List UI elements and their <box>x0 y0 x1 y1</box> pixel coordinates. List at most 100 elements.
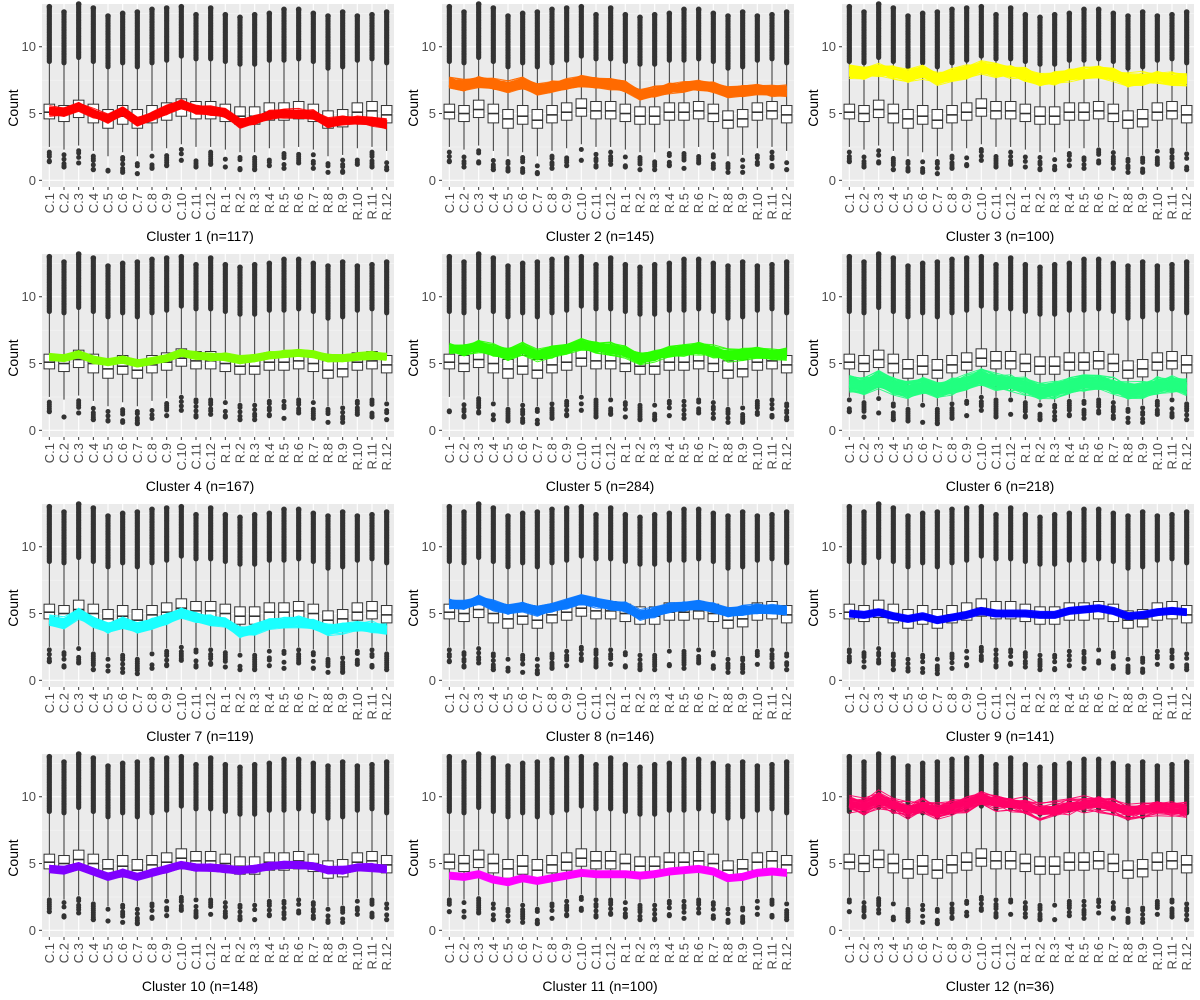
x-tick-label: C.5 <box>101 443 116 463</box>
outlier-point <box>149 408 155 414</box>
outlier-point <box>340 419 346 425</box>
outlier-point <box>1066 10 1073 17</box>
boxplot-C.6 <box>516 260 529 425</box>
outlier-point <box>340 169 346 175</box>
outlier-point <box>949 6 955 13</box>
outlier-point <box>105 413 111 419</box>
outlier-point <box>490 158 496 164</box>
outlier-point <box>1125 13 1131 19</box>
outlier-point <box>90 417 96 423</box>
outlier-point <box>237 409 243 415</box>
outlier-point <box>310 165 316 171</box>
cluster-lines <box>448 74 787 101</box>
outlier-point <box>1051 11 1058 18</box>
outlier-point <box>120 411 126 417</box>
outlier-point <box>76 154 82 160</box>
outlier-point <box>281 165 287 171</box>
x-tick-label: R.7 <box>1106 193 1121 213</box>
outlier-point <box>369 164 375 170</box>
outlier-point <box>978 153 984 159</box>
x-tick-label: R.10 <box>750 193 765 220</box>
box <box>516 105 529 125</box>
boxplot-R.6 <box>292 256 305 416</box>
y-tick-label: 5 <box>29 106 36 121</box>
outlier-point <box>354 411 360 417</box>
outlier-point <box>1066 157 1072 163</box>
outlier-point <box>549 155 555 161</box>
outlier-point <box>784 167 790 173</box>
outlier-point <box>505 168 511 174</box>
outlier-point <box>476 404 482 410</box>
boxplot-R.4 <box>663 10 676 169</box>
x-tick-label: R.12 <box>779 193 794 220</box>
outlier-point <box>949 155 955 161</box>
x-tick-label: R.11 <box>765 193 780 220</box>
outlier-point <box>446 409 452 415</box>
boxplot-C.6 <box>516 10 529 175</box>
outlier-point <box>134 171 140 177</box>
panel-plot: 0 5 10 C.1 C.2 C.3 C.4 C.5 C.6 C.7 C.8 C.9 C.10 C.11 C… <box>22 1 394 220</box>
outlier-point <box>1184 167 1190 173</box>
outlier-point <box>740 164 746 170</box>
x-tick-label: R.9 <box>335 193 350 213</box>
outlier-point <box>252 407 258 413</box>
outlier-point <box>178 157 184 163</box>
x-tick-label: C.4 <box>886 193 901 213</box>
outlier-point <box>725 13 731 19</box>
boxplot-C.7 <box>931 9 944 177</box>
x-tick-label: R.10 <box>1150 193 1165 220</box>
outlier-point <box>207 5 214 11</box>
x-tick-label: R.4 <box>262 443 277 463</box>
outlier-point <box>61 414 67 420</box>
outlier-point <box>993 164 999 170</box>
x-tick-label: R.11 <box>365 443 380 470</box>
outlier-point <box>520 169 526 175</box>
outlier-point <box>934 9 941 15</box>
x-tick-label: R.8 <box>321 193 336 213</box>
outlier-point <box>193 408 199 414</box>
outlier-point <box>1169 149 1175 155</box>
outlier-point <box>266 260 273 267</box>
profile-band <box>48 100 388 129</box>
x-tick-label: C.10 <box>174 193 189 220</box>
x-tick-label: C.7 <box>530 193 545 213</box>
outlier-point <box>593 151 599 157</box>
boxplot-R.1 <box>619 11 632 170</box>
y-tick-label: 5 <box>29 356 36 371</box>
y-tick-label: 0 <box>29 173 36 188</box>
outlier-point <box>876 152 882 158</box>
cluster-lines <box>48 348 388 368</box>
cluster-title: Cluster 4 (n=167) <box>145 478 255 494</box>
boxplot-R.6 <box>692 6 705 166</box>
outlier-point <box>1007 5 1014 11</box>
boxplot-R.10 <box>351 13 364 167</box>
outlier-point <box>964 163 970 169</box>
outlier-point <box>266 400 272 406</box>
outlier-point <box>76 410 82 416</box>
outlier-point <box>754 155 760 161</box>
outlier-point <box>1110 150 1116 156</box>
x-tick-label: C.6 <box>515 193 530 213</box>
outlier-point <box>505 418 511 424</box>
boxplot-R.5 <box>678 6 690 171</box>
x-tick-label: R.1 <box>218 443 233 463</box>
outlier-point <box>905 168 911 174</box>
outlier-point <box>461 154 467 160</box>
outlier-point <box>593 11 599 18</box>
outlier-point <box>310 152 316 158</box>
boxplot-R.12 <box>380 259 393 423</box>
boxplot-C.12 <box>604 5 617 167</box>
outlier-point <box>120 419 126 425</box>
outlier-point <box>76 404 82 410</box>
outlier-point <box>295 6 302 13</box>
profile-band <box>848 64 1188 85</box>
x-tick-label: R.8 <box>721 193 736 213</box>
plot-background <box>42 254 394 437</box>
outlier-point <box>1052 167 1058 173</box>
panel-plot: 0 5 10 C.1 C.2 C.3 C.4 C.5 C.6 C.7 C.8 C.9 C.10 C.11 C… <box>422 1 794 220</box>
boxplot-C.2 <box>58 259 70 420</box>
cluster-panel: 0 5 10 C.1 C.2 C.3 C.4 C.5 C.6 C.7 C.8 C.9 C.10 C.11 C… <box>400 0 800 250</box>
outlier-point <box>519 260 526 267</box>
outlier-point <box>754 13 761 19</box>
profile-line <box>849 71 1187 87</box>
